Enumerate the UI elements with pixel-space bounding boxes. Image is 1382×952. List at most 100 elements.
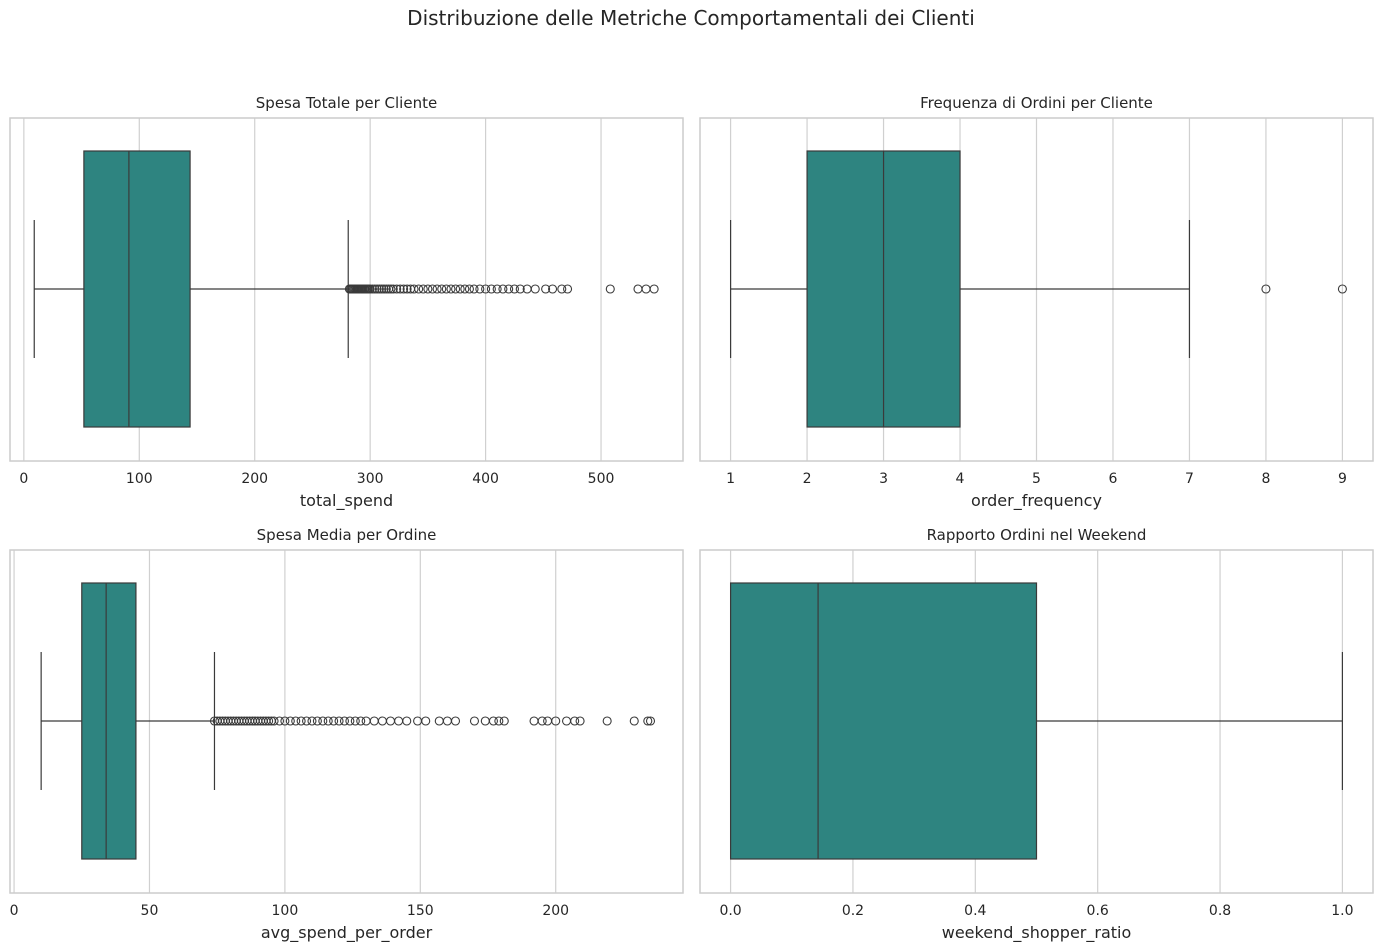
- outlier-point: [291, 716, 301, 726]
- x-tick-label: 0.4: [964, 903, 986, 919]
- outlier-point: [446, 284, 456, 294]
- x-tick-label: 4: [956, 471, 965, 487]
- outlier-point: [386, 284, 396, 294]
- outlier-point: [379, 284, 389, 294]
- outlier-point: [370, 284, 380, 294]
- outlier-point: [649, 284, 659, 294]
- chart-total-spend: Spesa Totale per Cliente 0 100 200 300 400 500…: [9, 90, 684, 518]
- chart-title: Spesa Totale per Cliente: [256, 94, 437, 112]
- chart-weekend-shopper-ratio: Rapporto Ordini nel Weekend 0.0 0.2 0.4 0.6 0…: [699, 522, 1374, 950]
- x-tick-label: 0: [19, 471, 28, 487]
- outlier-point: [643, 716, 653, 726]
- outlier-point: [629, 716, 639, 726]
- outlier-point: [480, 716, 490, 726]
- outlier-point: [645, 716, 656, 726]
- outlier-point: [356, 716, 366, 726]
- outlier-point: [296, 716, 306, 726]
- outlier-point: [1261, 284, 1271, 294]
- axes-frame: [9, 549, 684, 894]
- outlier-point: [432, 284, 442, 294]
- outlier-point: [329, 716, 339, 726]
- outlier-point: [515, 284, 525, 294]
- outlier-point: [285, 716, 295, 726]
- box-iqr: [83, 150, 191, 428]
- chart-svg: Spesa Media per Ordine 0 50 100 150 200 avg_sp…: [9, 526, 684, 943]
- outlier-point: [409, 284, 419, 294]
- outlier-point: [334, 716, 344, 726]
- axes-frame: [9, 117, 684, 462]
- chart-title: Rapporto Ordini nel Weekend: [927, 526, 1147, 544]
- outlier-point: [509, 284, 520, 294]
- x-axis-label: order_frequency: [971, 491, 1102, 511]
- outlier-point: [481, 284, 491, 294]
- outlier-point: [492, 284, 502, 294]
- x-tick-label: 9: [1338, 471, 1347, 487]
- outlier-point: [418, 284, 428, 294]
- chart-svg: Frequenza di Ordini per Cliente 1 2 3 4 5 6 7 8 9…: [699, 94, 1374, 511]
- chart-svg: Rapporto Ordini nel Weekend 0.0 0.2 0.4 0.6 0…: [699, 526, 1374, 943]
- outlier-point: [365, 284, 375, 294]
- x-tick-label: 0.8: [1209, 903, 1231, 919]
- outlier-point: [372, 284, 382, 294]
- outlier-point: [475, 284, 485, 294]
- x-tick-label: 200: [241, 471, 268, 487]
- x-tick-label: 500: [588, 471, 615, 487]
- chart-title: Spesa Media per Ordine: [257, 526, 437, 544]
- outlier-point: [421, 716, 431, 726]
- x-tick-label: 7: [1185, 471, 1194, 487]
- outlier-point: [548, 284, 558, 294]
- x-tick-label: 1: [726, 471, 735, 487]
- box-iqr: [729, 582, 1038, 860]
- outlier-point: [402, 284, 412, 294]
- x-tick-label: 100: [126, 471, 153, 487]
- x-tick-label: 0: [10, 903, 19, 919]
- chart-avg-spend-per-order: Spesa Media per Ordine 0 50 100 150 200 avg_sp…: [9, 522, 684, 950]
- outlier-point: [318, 716, 328, 726]
- outlier-point: [345, 716, 355, 726]
- outlier-point: [427, 284, 438, 294]
- outlier-point: [530, 284, 540, 294]
- x-tick-label: 0.2: [842, 903, 864, 919]
- x-axis-label: total_spend: [300, 491, 393, 511]
- outlier-point: [307, 716, 317, 726]
- outlier-point: [377, 284, 387, 294]
- outlier-point: [570, 716, 580, 726]
- box-iqr: [81, 582, 137, 860]
- outlier-point: [269, 716, 279, 726]
- x-tick-label: 0.6: [1087, 903, 1109, 919]
- outlier-point: [450, 716, 461, 726]
- x-tick-label: 5: [1032, 471, 1041, 487]
- outlier-point: [602, 716, 612, 726]
- outlier-point: [374, 284, 384, 294]
- outlier-point: [392, 284, 402, 294]
- outlier-point: [423, 284, 433, 294]
- outlier-point: [455, 284, 465, 294]
- x-tick-label: 8: [1261, 471, 1270, 487]
- outlier-point: [557, 284, 567, 294]
- outlier-point: [504, 284, 514, 294]
- outlier-point: [460, 284, 470, 294]
- x-axis-label: weekend_shopper_ratio: [942, 923, 1132, 943]
- outlier-point: [395, 284, 405, 294]
- outlier-point: [350, 716, 360, 726]
- outlier-point: [302, 716, 312, 726]
- outlier-point: [641, 284, 651, 294]
- x-tick-label: 6: [1109, 471, 1118, 487]
- outlier-point: [575, 716, 585, 726]
- outlier-point: [434, 716, 444, 726]
- outlier-point: [529, 716, 539, 726]
- outlier-point: [414, 284, 424, 294]
- outlier-point: [381, 284, 391, 294]
- outlier-point: [441, 284, 451, 294]
- outlier-point: [361, 716, 371, 726]
- x-axis-label: avg_spend_per_order: [261, 923, 433, 943]
- outlier-point: [339, 716, 350, 726]
- outlier-point: [488, 716, 498, 726]
- outlier-point: [486, 284, 496, 294]
- axes-frame: [699, 549, 1374, 894]
- x-tick-label: 3: [879, 471, 888, 487]
- outlier-point: [464, 284, 474, 294]
- outlier-point: [442, 716, 452, 726]
- outlier-point: [494, 716, 504, 726]
- outlier-point: [264, 716, 274, 726]
